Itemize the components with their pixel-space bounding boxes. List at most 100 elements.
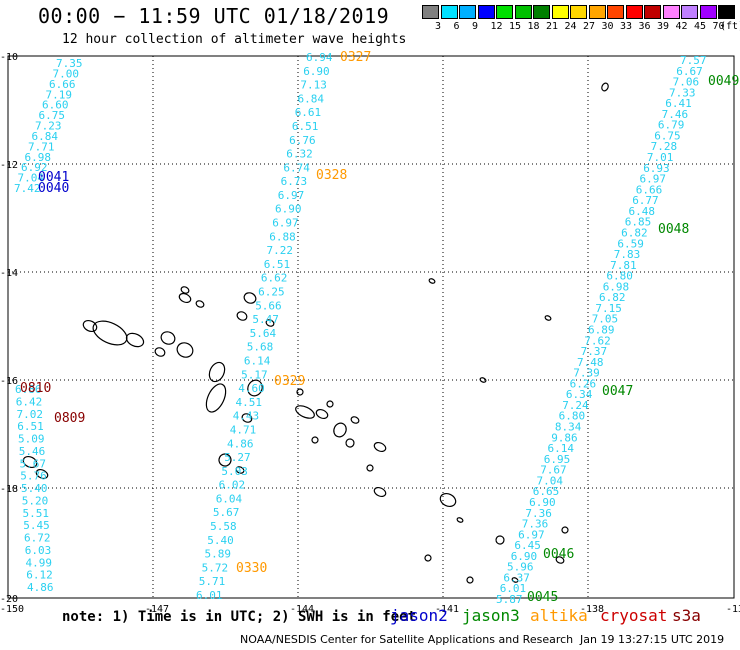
track-d-value: 6.79 (658, 119, 685, 132)
track-d-value: 6.01 (500, 582, 527, 595)
track-a-value: 7.04 (18, 172, 45, 185)
island-outline (243, 292, 257, 304)
island-outline (555, 556, 565, 564)
island-outline (178, 292, 192, 304)
scale-swatch (440, 5, 458, 19)
lat-label: -14 (0, 268, 18, 279)
island-outline (561, 526, 569, 534)
pass-id-label: 0046 (543, 547, 574, 562)
island-outline (456, 517, 464, 523)
lon-label: -147 (145, 604, 169, 615)
lat-label: -10 (0, 52, 18, 63)
map-subtitle: 12 hour collection of altimeter wave hei… (62, 32, 407, 47)
track-d-value: 6.90 (529, 496, 556, 509)
track-c-value: 4.99 (26, 556, 53, 569)
scale-label: 70 (712, 21, 725, 32)
track-d-value: 5.87 (496, 593, 523, 606)
track-b-value: 5.64 (250, 327, 277, 340)
island-outline (373, 486, 387, 498)
track-d-value: 7.67 (540, 464, 567, 477)
track-c-value: 5.09 (18, 433, 45, 446)
track-b-value: 6.51 (264, 258, 291, 271)
island-outline (247, 379, 263, 397)
track-c-value: 5.67 (20, 457, 47, 470)
track-b-value: 5.68 (247, 341, 273, 354)
island-outline (315, 408, 329, 420)
island-outline (205, 383, 227, 413)
track-b-value: 5.67 (213, 506, 240, 519)
track-d-value: 6.97 (518, 528, 545, 541)
island-outline (479, 377, 487, 383)
track-a-value: 6.66 (49, 78, 76, 91)
track-a-value: 7.23 (35, 120, 62, 133)
track-c-value: 5.51 (23, 507, 50, 520)
mission-jason2: jason2 (390, 606, 448, 625)
satellite-tracks: 7.357.006.667.196.606.757.236.847.716.98… (14, 51, 707, 606)
track-d-value: 6.82 (621, 227, 648, 240)
scale-swatch (477, 5, 495, 19)
lat-label: -20 (0, 594, 18, 605)
track-d-value: 6.14 (548, 442, 575, 455)
track-d-value: 7.46 (662, 108, 689, 121)
island-outline (333, 422, 347, 438)
mission-jason3: jason3 (462, 606, 520, 625)
islands (22, 82, 609, 584)
scale-swatch (644, 5, 661, 19)
track-b-value: 6.90 (275, 203, 302, 216)
track-a-value: 7.42 (14, 182, 41, 195)
track-c-value: 5.46 (19, 445, 46, 458)
track-c-value: 6.72 (24, 532, 51, 545)
track-d-value: 7.33 (669, 86, 696, 99)
credit-text: NOAA/NESDIS Center for Satellite Applica… (240, 633, 574, 646)
pass-id-label: 0329 (274, 374, 305, 389)
map-title: 00:00 − 11:59 UTC 01/18/2019 (38, 4, 390, 28)
scale-label: 45 (694, 21, 707, 32)
track-d-value: 6.67 (676, 65, 703, 78)
track-d-value: 7.37 (581, 345, 608, 358)
track-b-value: 6.14 (244, 355, 271, 368)
footnote: note: 1) Time is in UTC; 2) SWH is in fe… (62, 609, 417, 625)
island-outline (154, 347, 166, 357)
island-outline (428, 278, 436, 284)
track-d-value: 6.98 (603, 280, 630, 293)
lon-label: -144 (290, 604, 314, 615)
lon-label: -141 (435, 604, 459, 615)
island-outline (35, 468, 49, 480)
track-c-value: 6.86 (15, 383, 42, 396)
mission-altika: altika (530, 606, 588, 625)
track-c-value: 7.02 (17, 408, 44, 421)
island-outline (92, 320, 128, 346)
island-outline (296, 388, 304, 396)
track-b-value: 6.02 (219, 479, 246, 492)
track-b-value: 5.66 (255, 299, 282, 312)
track-a-value: 7.71 (28, 140, 55, 153)
track-c-value: 6.12 (26, 569, 53, 582)
scale-unit: (ft) (720, 21, 740, 32)
track-b-value: 6.62 (261, 272, 288, 285)
track-b-value: 6.84 (298, 92, 325, 105)
island-outline (601, 82, 609, 92)
map-frame (7, 55, 735, 599)
track-d-value: 7.39 (573, 367, 600, 380)
lat-label: -16 (0, 376, 18, 387)
track-a-value: 7.00 (53, 67, 80, 80)
track-d-value: 6.48 (629, 205, 656, 218)
pass-id-label: 0328 (316, 168, 347, 183)
track-d-value: 6.80 (606, 270, 633, 283)
scale-swatch (718, 5, 735, 19)
track-d-value: 7.24 (562, 399, 589, 412)
track-d-value: 7.62 (584, 334, 611, 347)
track-b-value: 5.40 (207, 534, 234, 547)
track-b-value: 5.47 (252, 313, 279, 326)
track-b-value: 5.71 (199, 575, 226, 588)
pass-id-label: 0048 (658, 222, 689, 237)
island-outline (208, 361, 226, 383)
track-d-value: 8.34 (555, 421, 582, 434)
track-b-value: 6.51 (292, 120, 319, 133)
scale-label: 12 (490, 21, 503, 32)
track-b-value: 5.58 (210, 520, 237, 533)
track-c-value: 5.20 (22, 494, 49, 507)
